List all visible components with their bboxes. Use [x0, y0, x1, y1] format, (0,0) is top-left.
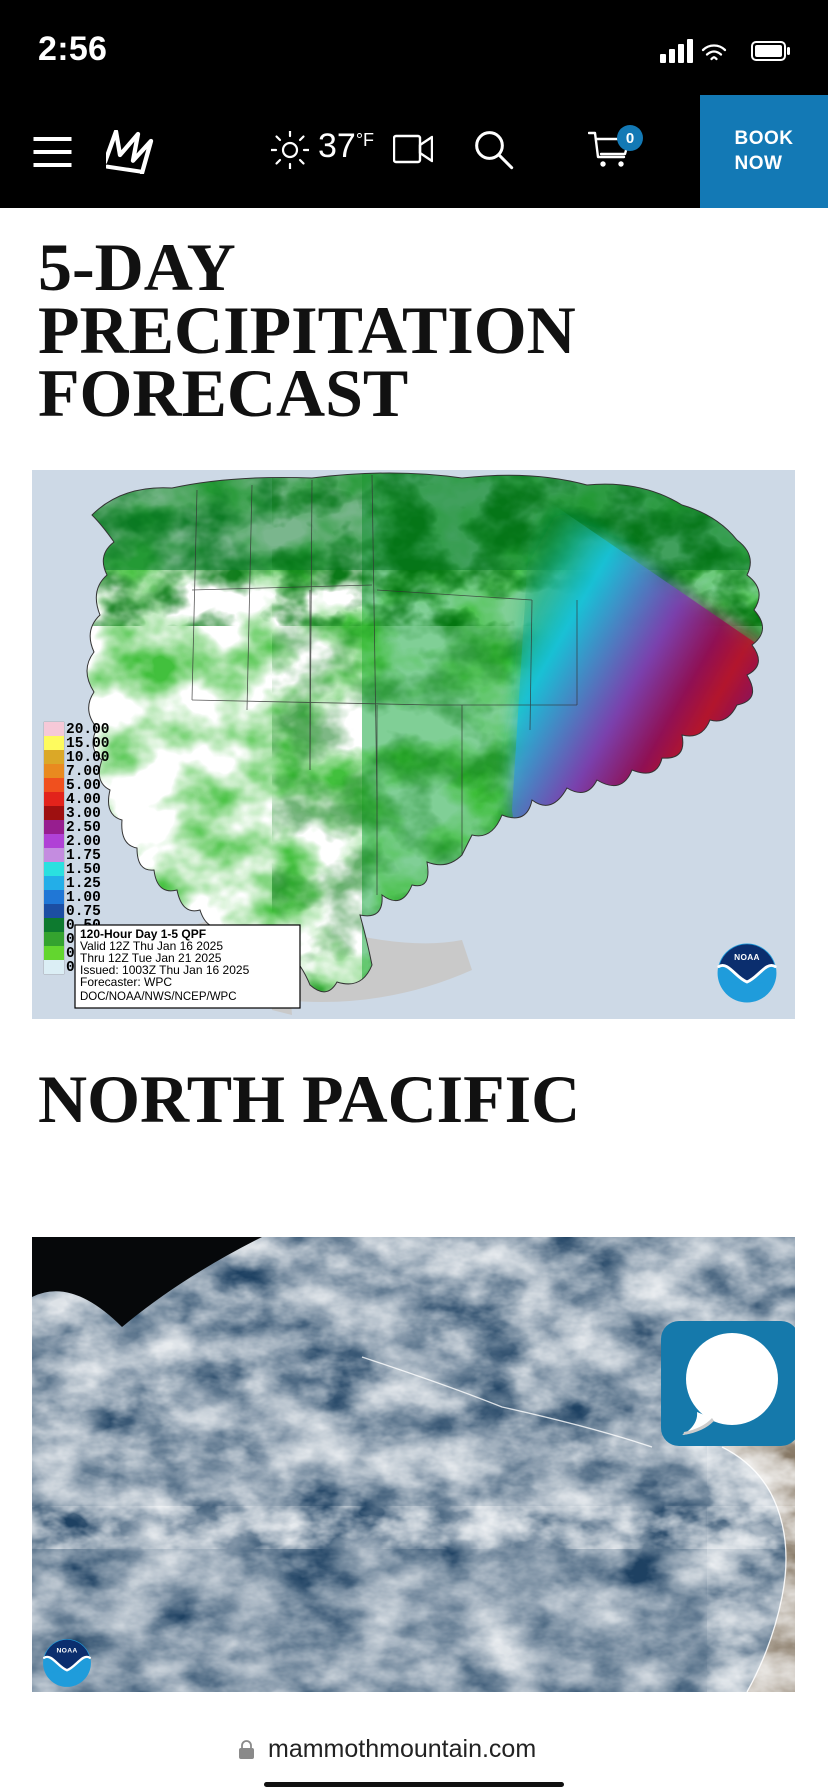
svg-text:DOC/NOAA/NWS/NCEP/WPC: DOC/NOAA/NWS/NCEP/WPC	[80, 991, 237, 1003]
svg-text:NOAA: NOAA	[57, 1648, 78, 1655]
svg-text:NOAA: NOAA	[734, 952, 760, 962]
svg-text:Forecaster: WPC: Forecaster: WPC	[80, 975, 172, 989]
